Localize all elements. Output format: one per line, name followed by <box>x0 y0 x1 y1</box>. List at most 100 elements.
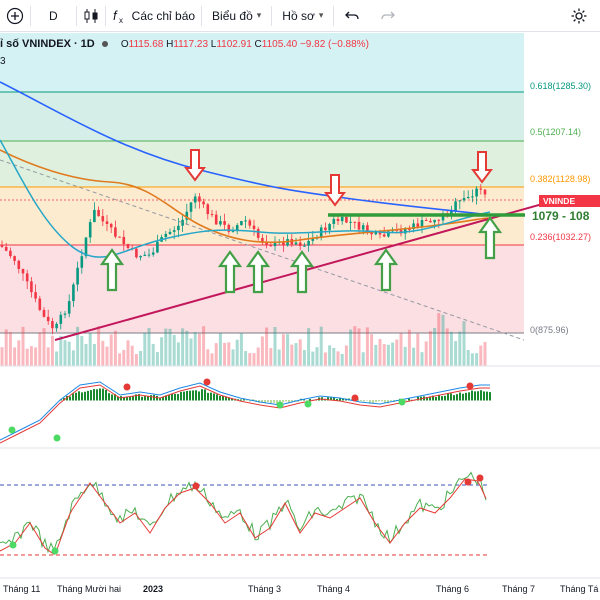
macd-histogram-bar <box>93 389 95 401</box>
candle-body <box>311 237 315 241</box>
close-value: 1105.40 <box>261 39 298 50</box>
volume-bar <box>97 326 101 366</box>
fib-label-0618: 0.618(1285.30) <box>530 81 591 91</box>
macd-histogram-bar <box>306 400 308 401</box>
volume-bar <box>151 343 155 366</box>
volume-bar <box>134 353 138 366</box>
volume-bar <box>189 338 193 366</box>
macd-histogram-bar <box>333 397 335 401</box>
candle-body <box>219 221 222 225</box>
macd-histogram-bar <box>447 393 449 401</box>
candle-body <box>328 224 331 231</box>
candle-body <box>223 221 226 225</box>
candle-body <box>462 198 466 201</box>
ma-cyan-line <box>0 139 491 258</box>
low-value: 1102.91 <box>216 39 252 50</box>
volume-bar <box>391 342 395 366</box>
volume-bar <box>466 350 470 366</box>
volume-bar <box>122 349 126 366</box>
add-symbol-button[interactable] <box>0 0 30 32</box>
volume-bar <box>239 333 243 366</box>
macd-histogram-bar <box>162 397 164 401</box>
volume-bar <box>336 351 340 366</box>
macd-histogram-bar <box>105 389 107 401</box>
macd-histogram-bar <box>456 394 458 401</box>
candle-body <box>235 225 239 232</box>
macd-top-dot <box>203 378 211 386</box>
ohlc-legend: ỉ số VNINDEX · 1D O1115.68 H1117.23 L110… <box>0 38 369 50</box>
candle-body <box>298 242 302 247</box>
macd-histogram-bar <box>309 398 311 401</box>
candle-body <box>109 224 113 228</box>
candle-body <box>93 209 96 223</box>
macd-histogram-bar <box>159 397 161 401</box>
profile-menu[interactable]: Hồ sơ ▾ <box>272 0 333 32</box>
candle-body <box>424 220 428 222</box>
volume-bar <box>332 347 336 366</box>
volume-bar <box>458 331 462 366</box>
candle-body <box>30 281 33 293</box>
ma-orange-line <box>0 149 491 244</box>
toolbar-divider <box>271 5 273 26</box>
candle-body <box>164 233 168 238</box>
volume-bars <box>0 313 487 366</box>
undo-button[interactable] <box>334 0 370 32</box>
redo-button[interactable] <box>370 0 406 32</box>
chart-type-menu[interactable]: Biểu đồ ▾ <box>202 0 271 32</box>
stoch-top-dot <box>464 478 472 486</box>
candle-body <box>269 245 273 247</box>
candle-body <box>248 220 252 226</box>
candle-body <box>118 236 121 238</box>
volume-bar <box>63 340 67 366</box>
chevron-down-icon: ▾ <box>318 10 324 20</box>
volume-bar <box>218 333 222 366</box>
volume-bar <box>185 330 189 366</box>
stochastic-pane <box>0 471 490 556</box>
candle-body <box>416 223 420 228</box>
volume-bar <box>214 343 218 366</box>
macd-histogram-bar <box>294 400 296 402</box>
x-tick-label: Tháng 7 <box>502 584 535 594</box>
macd-histogram-bar <box>147 396 149 401</box>
macd-histogram-bar <box>429 396 431 401</box>
candle-body <box>198 196 201 202</box>
interval-button[interactable]: D <box>31 0 76 32</box>
macd-histogram-bar <box>357 399 359 401</box>
volume-bar <box>8 332 12 366</box>
macd-histogram-bar <box>75 392 77 401</box>
svg-text:f: f <box>113 8 118 23</box>
macd-histogram-bar <box>171 393 173 401</box>
macd-histogram-bar <box>72 393 74 401</box>
macd-histogram-bar <box>204 389 206 401</box>
stoch-top-dot <box>476 474 484 482</box>
macd-histogram-bar <box>108 393 110 401</box>
candle-body <box>412 223 415 230</box>
volume-bar <box>46 347 50 366</box>
stoch-bottom-dot <box>9 541 17 549</box>
chart-type-label: Biểu đồ <box>212 8 253 23</box>
volume-bar <box>307 328 311 366</box>
volume-bar <box>101 340 105 366</box>
candle-body <box>374 231 378 235</box>
macd-histogram-bar <box>117 396 119 401</box>
candle-body <box>336 218 340 222</box>
volume-bar <box>164 328 168 366</box>
volume-bar <box>76 326 80 366</box>
macd-histogram-bar <box>267 400 269 403</box>
macd-histogram-bar <box>69 396 71 401</box>
volume-bar <box>395 339 399 366</box>
settings-button[interactable] <box>558 0 600 32</box>
volume-bar <box>21 326 25 366</box>
signal-line <box>0 384 490 444</box>
volume-bar <box>260 336 264 366</box>
candle-body <box>122 236 126 245</box>
candle-body <box>80 256 84 268</box>
chart-style-button[interactable] <box>77 0 105 32</box>
candle-body <box>147 254 151 256</box>
redo-icon <box>381 11 396 19</box>
volume-bar <box>483 341 487 366</box>
